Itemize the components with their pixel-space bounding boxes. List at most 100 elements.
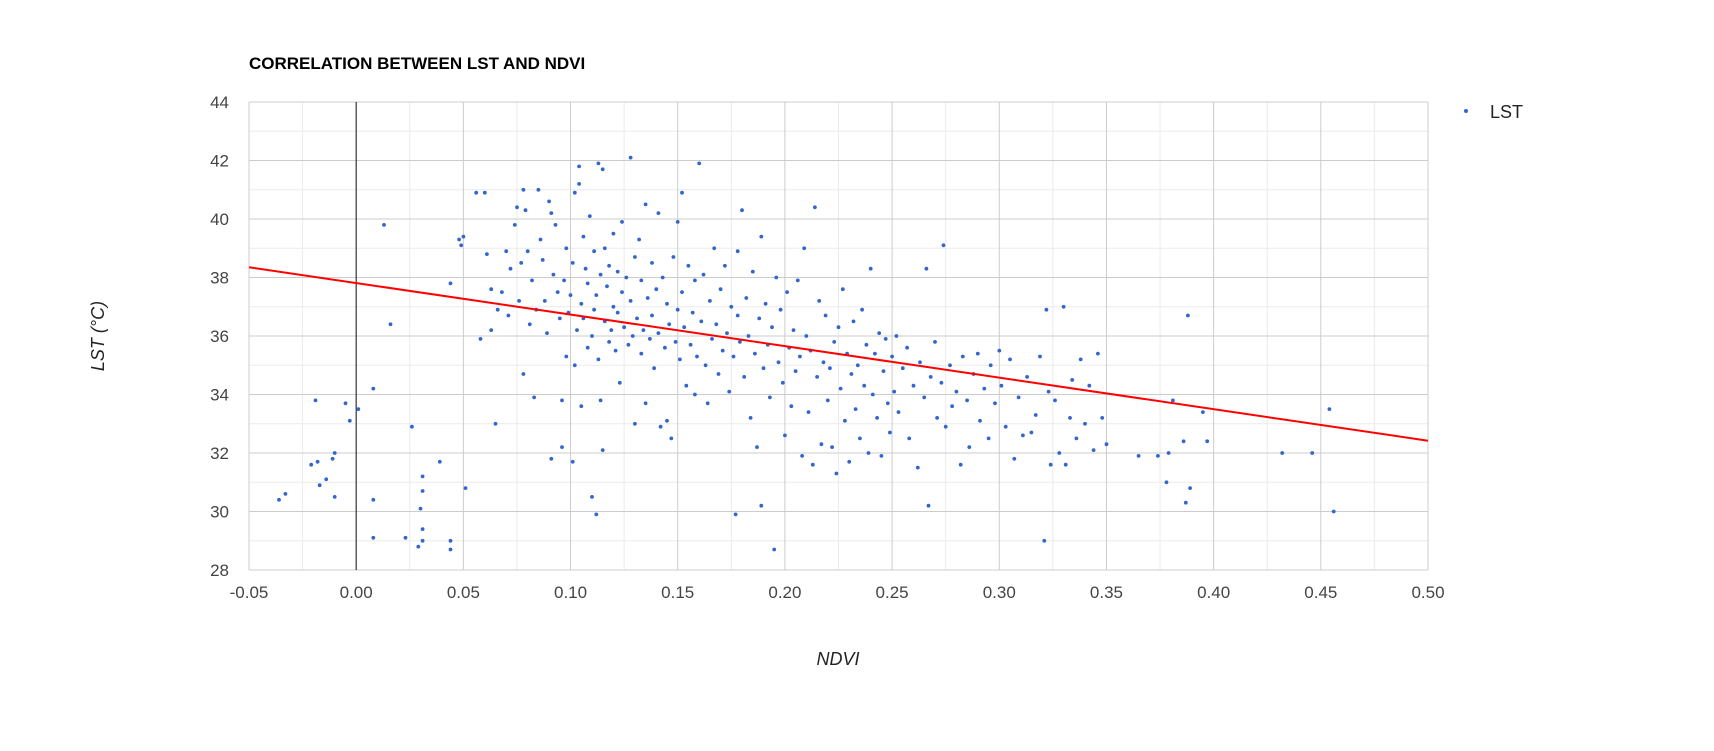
data-point xyxy=(851,319,856,324)
data-point xyxy=(817,299,822,303)
data-point xyxy=(620,290,624,294)
x-tick-label: 0.20 xyxy=(768,583,801,602)
data-point xyxy=(1046,389,1051,394)
data-point xyxy=(489,328,494,332)
data-point xyxy=(403,535,408,540)
data-point xyxy=(420,527,425,531)
data-point xyxy=(313,398,318,403)
data-point xyxy=(577,182,581,186)
data-point xyxy=(1078,357,1083,362)
data-point xyxy=(650,313,654,318)
data-point xyxy=(823,313,828,318)
data-point xyxy=(1186,313,1190,318)
data-point xyxy=(1136,454,1141,458)
data-point xyxy=(935,416,939,420)
data-point xyxy=(617,380,622,385)
data-point xyxy=(693,392,697,397)
data-point xyxy=(519,261,524,265)
data-point xyxy=(1331,509,1336,514)
data-point xyxy=(371,497,376,502)
data-point xyxy=(997,348,1002,353)
data-point xyxy=(791,328,796,332)
data-point xyxy=(675,220,680,224)
data-point xyxy=(485,252,489,256)
data-point xyxy=(650,261,654,265)
data-point xyxy=(615,269,620,274)
data-point xyxy=(1310,451,1315,455)
data-point xyxy=(688,342,693,347)
data-point xyxy=(1029,430,1034,435)
data-point xyxy=(860,307,864,312)
data-point xyxy=(746,334,751,338)
data-point xyxy=(523,208,528,213)
data-point xyxy=(750,269,755,274)
data-point xyxy=(907,436,912,441)
data-point xyxy=(596,357,601,362)
data-point xyxy=(585,281,590,286)
data-point xyxy=(536,187,541,192)
y-tick-label: 34 xyxy=(210,386,229,405)
data-point xyxy=(521,372,526,376)
data-point xyxy=(986,436,991,441)
data-point xyxy=(720,348,725,353)
data-point xyxy=(748,416,753,420)
data-point xyxy=(628,155,633,160)
data-point xyxy=(564,246,569,251)
data-point xyxy=(821,360,826,365)
data-point xyxy=(1171,398,1175,403)
data-point xyxy=(853,407,858,411)
data-point xyxy=(590,495,594,499)
data-point xyxy=(810,462,815,467)
data-point xyxy=(615,310,620,315)
data-point xyxy=(710,337,714,341)
data-point xyxy=(999,383,1004,388)
data-point xyxy=(570,261,575,265)
data-point xyxy=(813,205,817,210)
data-point xyxy=(892,389,897,394)
data-point xyxy=(832,340,837,344)
data-point xyxy=(315,459,320,464)
data-point xyxy=(690,310,695,315)
data-point xyxy=(896,410,901,414)
data-point xyxy=(958,462,963,467)
data-point xyxy=(1068,416,1072,420)
data-point xyxy=(613,348,618,353)
x-tick-label: 0.30 xyxy=(983,583,1016,602)
data-point xyxy=(675,307,680,312)
data-point xyxy=(879,454,884,458)
data-point xyxy=(656,331,661,335)
data-point xyxy=(1188,486,1192,490)
trendline xyxy=(248,266,1429,442)
legend: LST xyxy=(1464,102,1523,122)
data-point xyxy=(894,334,899,338)
data-point xyxy=(1201,410,1205,414)
data-point xyxy=(643,202,648,207)
data-point xyxy=(705,401,710,406)
data-point xyxy=(870,392,875,397)
data-point xyxy=(665,301,669,306)
data-point xyxy=(553,223,558,227)
data-point xyxy=(723,263,727,268)
data-point xyxy=(515,205,519,210)
data-point xyxy=(770,325,774,330)
data-point xyxy=(873,351,877,356)
data-point xyxy=(883,337,888,341)
data-point xyxy=(776,360,781,365)
data-point xyxy=(512,223,517,227)
data-point xyxy=(780,380,785,385)
x-tick-label: 0.50 xyxy=(1411,583,1444,602)
data-point xyxy=(448,547,453,552)
data-point xyxy=(600,448,605,452)
data-point xyxy=(939,380,944,385)
data-point xyxy=(332,495,337,499)
y-axis-label: LST (°C) xyxy=(88,301,108,371)
data-point xyxy=(525,249,530,254)
data-point xyxy=(330,456,335,461)
data-point xyxy=(862,383,867,388)
grid xyxy=(248,101,1429,571)
data-point xyxy=(900,366,905,371)
data-point xyxy=(1083,421,1087,426)
data-point xyxy=(783,433,787,438)
